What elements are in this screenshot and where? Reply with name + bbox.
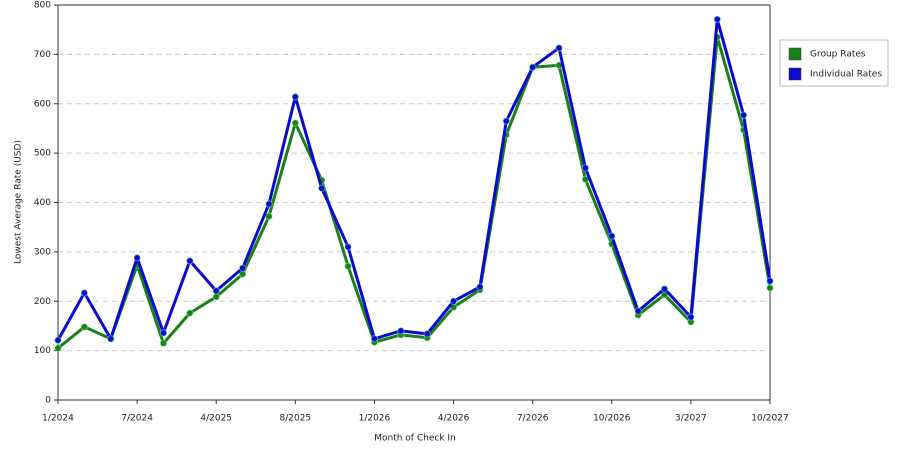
data-point [370, 335, 379, 343]
data-point [739, 111, 748, 119]
data-point [634, 307, 642, 315]
data-point [54, 336, 62, 344]
x-tick-label: 8/2025 [279, 414, 311, 424]
legend-label: Group Rates [810, 50, 866, 60]
y-tick-label: 600 [34, 99, 51, 109]
y-tick-label: 400 [34, 198, 51, 208]
data-point [660, 285, 669, 293]
x-tick-label: 4/2026 [438, 414, 470, 424]
y-tick-label: 0 [45, 396, 51, 406]
data-point [80, 289, 89, 297]
data-point [159, 339, 168, 347]
data-point [687, 313, 695, 321]
y-tick-label: 300 [34, 247, 51, 257]
data-point [212, 287, 220, 295]
data-point [502, 117, 510, 125]
x-tick-label: 3/2027 [675, 414, 707, 424]
data-point [476, 283, 484, 291]
data-point [291, 119, 300, 127]
data-point [291, 93, 300, 101]
data-point [54, 344, 62, 352]
data-point [265, 200, 273, 208]
y-tick-label: 500 [34, 149, 51, 159]
data-point [766, 277, 774, 285]
data-point [423, 330, 431, 338]
data-point [344, 262, 352, 270]
y-tick-label: 700 [34, 50, 51, 60]
data-point [449, 297, 458, 305]
data-point [766, 284, 774, 292]
data-point [318, 184, 326, 192]
plot-frame [57, 4, 771, 401]
x-tick-label: 1/2024 [42, 414, 74, 424]
data-point [397, 327, 405, 335]
data-point [107, 335, 115, 343]
x-tick-label: 7/2024 [121, 414, 153, 424]
data-point [555, 44, 563, 52]
y-tick-label: 200 [34, 297, 51, 307]
legend-swatch [788, 47, 802, 61]
data-point [344, 243, 352, 251]
data-point [159, 329, 168, 337]
legend-swatch [788, 67, 802, 81]
data-point [238, 264, 247, 272]
data-point [608, 232, 616, 240]
y-axis-label: Lowest Average Rate (USD) [14, 140, 24, 264]
data-point [528, 63, 537, 71]
x-tick-label: 4/2025 [200, 414, 232, 424]
data-point [133, 254, 141, 262]
x-axis-label: Month of Check In [374, 434, 456, 444]
x-tick-label: 1/2026 [359, 414, 391, 424]
series-line [57, 35, 772, 350]
data-point [581, 164, 590, 172]
data-point [265, 212, 273, 221]
x-tick-label: 7/2026 [517, 414, 549, 424]
x-tick-label: 10/2026 [593, 414, 631, 424]
data-point [713, 15, 721, 24]
legend-label: Individual Rates [810, 70, 882, 80]
data-point [186, 309, 194, 317]
y-tick-label: 800 [34, 1, 51, 11]
data-point [80, 323, 89, 331]
data-point [186, 257, 194, 265]
y-tick-label: 100 [34, 346, 51, 356]
x-tick-label: 10/2027 [751, 414, 788, 424]
series-line [56, 17, 772, 341]
